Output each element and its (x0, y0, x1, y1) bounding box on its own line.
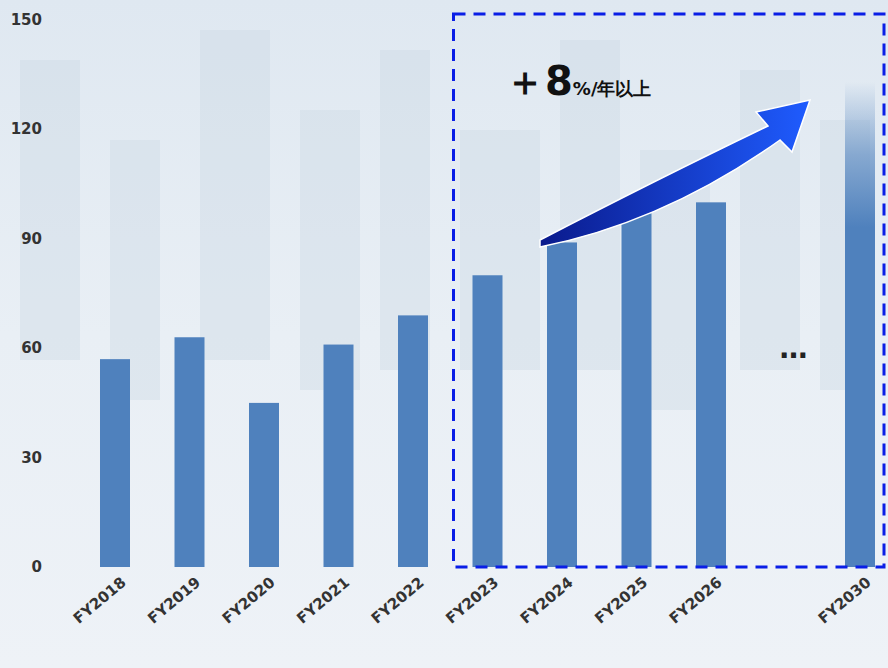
x-tick-label: FY2023 (442, 573, 502, 627)
growth-unit: %/年以上 (573, 78, 652, 99)
bar (547, 242, 577, 567)
bar (324, 345, 354, 567)
bar (175, 337, 205, 567)
y-tick-label: 0 (32, 558, 42, 576)
bar (398, 315, 428, 567)
bar (100, 359, 130, 567)
x-tick-label: FY2025 (591, 573, 651, 627)
y-tick-label: 150 (11, 11, 42, 29)
bar (696, 202, 726, 567)
x-tick-label: FY2018 (70, 573, 130, 627)
growth-label: ＋8%/年以上 (505, 58, 651, 104)
background-building (200, 30, 270, 360)
x-tick-label: FY2019 (144, 573, 204, 627)
x-tick-label: FY2026 (666, 573, 726, 627)
y-tick-label: 120 (11, 120, 42, 138)
highlight-box (454, 14, 885, 567)
y-tick-label: 90 (21, 230, 42, 248)
x-tick-label: FY2030 (815, 573, 875, 627)
x-tick-label: FY2022 (368, 573, 428, 627)
growth-arrow (540, 100, 810, 247)
x-tick-label: FY2021 (293, 573, 353, 627)
background-building (20, 60, 80, 360)
y-tick-label: 60 (21, 339, 42, 357)
bar (473, 275, 503, 567)
chart: 0 30 60 90 120 150 FY2018 FY2019 FY2020 FY2021 FY2… (0, 0, 888, 668)
background (0, 0, 888, 668)
bar (249, 403, 279, 567)
bar (845, 82, 875, 567)
x-tick-label: FY2020 (219, 573, 279, 627)
ellipsis: … (780, 332, 808, 365)
bar (622, 213, 652, 567)
x-tick-label: FY2024 (517, 573, 577, 627)
growth-number: ＋8 (505, 58, 573, 104)
y-tick-label: 30 (21, 449, 42, 467)
